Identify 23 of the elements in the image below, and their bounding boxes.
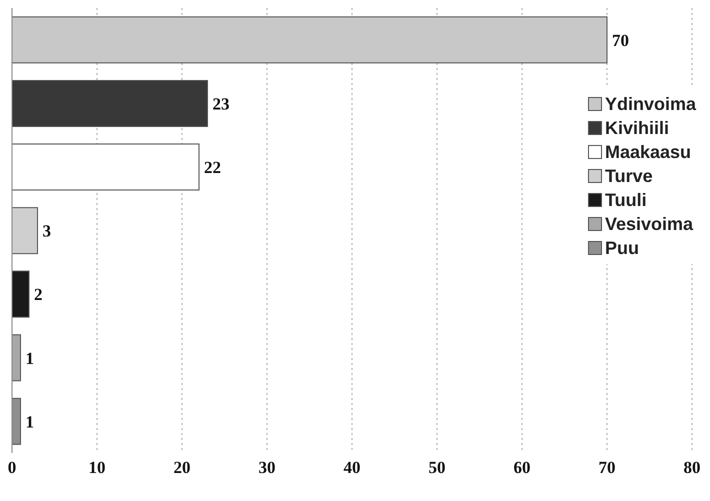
x-tick-label: 60 [514,458,530,478]
x-tick-label: 40 [344,458,360,478]
legend-label: Vesivoima [604,214,694,234]
legend-label: Puu [604,238,639,258]
x-tick-label: 30 [258,458,276,478]
legend-label: Maakaasu [604,142,692,162]
data-label: 70 [612,30,629,50]
legend-label: Turve [604,166,653,186]
x-tick-label: 70 [598,458,616,478]
x-tick-label: 10 [88,458,106,478]
data-label: 22 [204,158,221,178]
data-label: 1 [26,412,34,432]
x-tick-label: 80 [684,458,700,478]
legend-label: Ydinvoima [604,94,696,114]
data-label: 2 [34,285,42,304]
data-label: 3 [42,222,51,241]
x-tick-label: 50 [428,458,446,478]
data-label: 23 [212,94,230,114]
data-label: 1 [26,348,34,368]
legend-label: Tuuli [604,190,647,210]
legend-label: Kivihiili [604,118,669,138]
x-tick-label: 0 [8,458,16,478]
x-tick-label: 20 [174,458,190,478]
